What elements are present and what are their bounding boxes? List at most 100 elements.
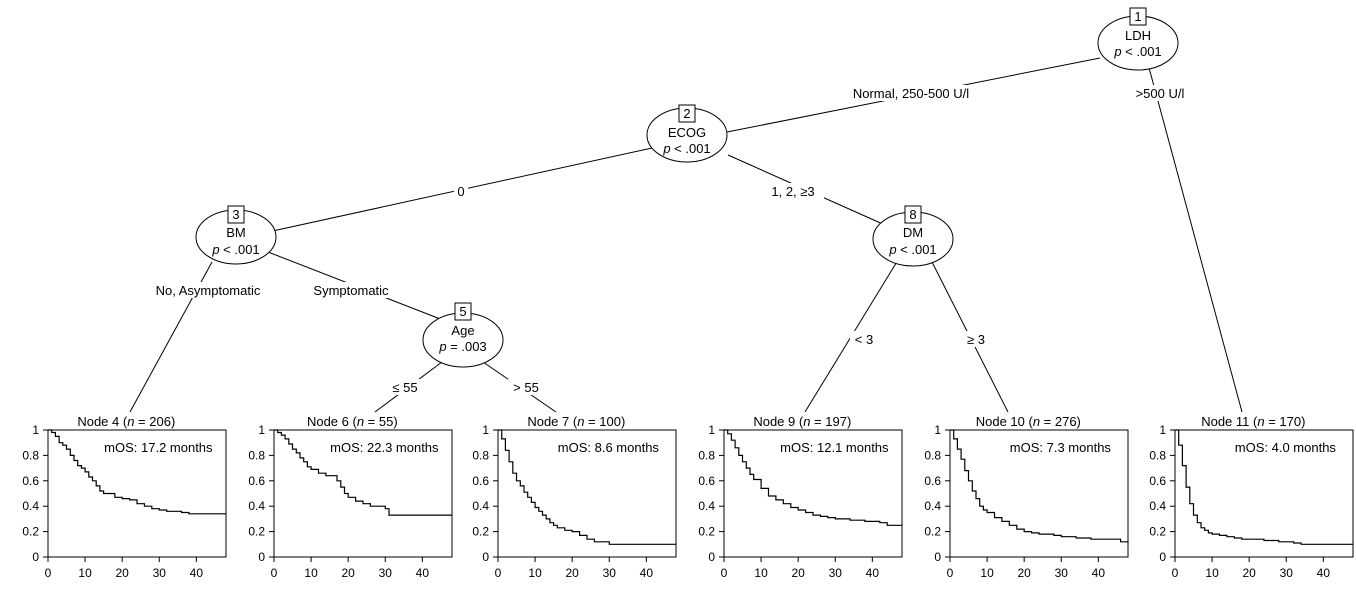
y-tick-label: 0.4 bbox=[1149, 499, 1166, 513]
edge-label-age-le55: ≤ 55 bbox=[392, 380, 417, 395]
x-tick-label: 40 bbox=[640, 566, 654, 580]
edge-label-age-gt55: > 55 bbox=[513, 380, 539, 395]
inner-node-5: 5 Age p = .003 bbox=[422, 302, 504, 368]
y-tick-label: 0 bbox=[482, 550, 489, 564]
median-os-label: mOS: 8.6 months bbox=[558, 440, 660, 455]
y-tick-label: 0 bbox=[1159, 550, 1166, 564]
y-tick-label: 1 bbox=[32, 423, 39, 437]
x-tick-label: 10 bbox=[78, 566, 92, 580]
y-tick-label: 0.8 bbox=[248, 448, 265, 462]
y-tick-label: 0 bbox=[32, 550, 39, 564]
x-tick-label: 30 bbox=[1055, 566, 1069, 580]
x-tick-label: 0 bbox=[1172, 566, 1179, 580]
x-tick-label: 30 bbox=[1280, 566, 1294, 580]
node-variable: ECOG bbox=[668, 125, 706, 140]
y-tick-label: 0.8 bbox=[1149, 448, 1166, 462]
plot-frame bbox=[1174, 429, 1354, 558]
edge-1-11 bbox=[1147, 63, 1243, 413]
node-variable: LDH bbox=[1125, 28, 1151, 43]
edge-label-ldh-normal: Normal, 250-500 U/l bbox=[853, 86, 969, 101]
x-tick-label: 20 bbox=[1017, 566, 1031, 580]
node-variable: BM bbox=[226, 225, 246, 240]
y-tick-label: 0.2 bbox=[22, 525, 39, 539]
km-panel-6: Node 11 (n = 170)00.20.40.60.810 10 20 30 40… bbox=[1149, 413, 1354, 580]
x-tick-label: 0 bbox=[495, 566, 502, 580]
median-os-label: mOS: 4.0 months bbox=[1235, 440, 1337, 455]
terminal-node-title: Node 10 (n = 276) bbox=[976, 414, 1081, 429]
y-tick-label: 0.6 bbox=[22, 474, 39, 488]
node-pvalue: p < .001 bbox=[211, 242, 259, 257]
y-tick-label: 0.8 bbox=[22, 448, 39, 462]
y-tick-label: 0.2 bbox=[472, 525, 489, 539]
x-tick-label: 40 bbox=[1092, 566, 1106, 580]
y-tick-label: 0.6 bbox=[924, 474, 941, 488]
terminal-node-panels: Node 4 (n = 206)00.20.40.60.810 10 20 30 40m… bbox=[22, 413, 1354, 580]
x-tick-label: 0 bbox=[947, 566, 954, 580]
y-tick-label: 0.6 bbox=[248, 474, 265, 488]
plot-frame bbox=[949, 429, 1129, 558]
y-tick-label: 0.8 bbox=[924, 448, 941, 462]
x-tick-label: 20 bbox=[1242, 566, 1256, 580]
y-tick-label: 1 bbox=[934, 423, 941, 437]
terminal-node-title: Node 6 (n = 55) bbox=[307, 414, 398, 429]
x-tick-label: 40 bbox=[190, 566, 204, 580]
terminal-node-title: Node 9 (n = 197) bbox=[753, 414, 851, 429]
y-tick-label: 0.4 bbox=[924, 499, 941, 513]
node-pvalue: p = .003 bbox=[438, 339, 486, 354]
node-id: 8 bbox=[909, 207, 916, 222]
x-tick-label: 40 bbox=[1317, 566, 1331, 580]
x-tick-label: 20 bbox=[565, 566, 579, 580]
edge-label-dm-ge3: ≥ 3 bbox=[967, 332, 985, 347]
edge-label-dm-lt3: < 3 bbox=[855, 332, 873, 347]
x-tick-label: 40 bbox=[416, 566, 430, 580]
km-panel-4: Node 9 (n = 197)00.20.40.60.810 10 20 30 40m… bbox=[698, 413, 903, 580]
x-tick-label: 20 bbox=[115, 566, 129, 580]
y-tick-label: 0.2 bbox=[698, 525, 715, 539]
y-tick-label: 0.4 bbox=[248, 499, 265, 513]
y-tick-label: 0 bbox=[258, 550, 265, 564]
median-os-label: mOS: 17.2 months bbox=[104, 440, 213, 455]
plot-frame bbox=[273, 429, 453, 558]
survival-curve bbox=[724, 429, 902, 526]
km-panel-5: Node 10 (n = 276)00.20.40.60.810 10 20 30 40… bbox=[924, 413, 1129, 580]
inner-node-2: 2 ECOG p < .001 bbox=[646, 104, 728, 163]
node-variable: Age bbox=[451, 323, 474, 338]
y-tick-label: 0.6 bbox=[1149, 474, 1166, 488]
node-pvalue: p < .001 bbox=[1113, 44, 1161, 59]
x-tick-label: 10 bbox=[1205, 566, 1219, 580]
plot-frame bbox=[47, 429, 227, 558]
y-tick-label: 0.2 bbox=[1149, 525, 1166, 539]
plot-frame bbox=[723, 429, 903, 558]
node-pvalue: p < .001 bbox=[888, 242, 936, 257]
edge-label-bm-symptomatic: Symptomatic bbox=[313, 283, 389, 298]
y-tick-label: 0.6 bbox=[698, 474, 715, 488]
x-tick-label: 10 bbox=[304, 566, 318, 580]
edge-labels: Normal, 250-500 U/l >500 U/l 0 1, 2, ≥3 … bbox=[140, 85, 1192, 395]
y-tick-label: 0.4 bbox=[472, 499, 489, 513]
survival-curve bbox=[48, 429, 226, 515]
x-tick-label: 30 bbox=[379, 566, 393, 580]
survival-curve bbox=[1175, 429, 1353, 545]
x-tick-label: 30 bbox=[603, 566, 617, 580]
inner-node-1: 1 LDH p < .001 bbox=[1097, 7, 1179, 71]
terminal-node-title: Node 7 (n = 100) bbox=[527, 414, 625, 429]
edge-label-ldh-high: >500 U/l bbox=[1136, 86, 1185, 101]
y-tick-label: 1 bbox=[1159, 423, 1166, 437]
node-variable: DM bbox=[903, 225, 923, 240]
y-tick-label: 0.4 bbox=[698, 499, 715, 513]
node-id: 2 bbox=[683, 106, 690, 121]
km-panel-3: Node 7 (n = 100)00.20.40.60.810 10 20 30 40m… bbox=[472, 413, 677, 580]
y-tick-label: 0 bbox=[708, 550, 715, 564]
edge-label-ecog-0: 0 bbox=[457, 184, 464, 199]
inner-node-8: 8 DM p < .001 bbox=[872, 205, 954, 267]
median-os-label: mOS: 7.3 months bbox=[1010, 440, 1112, 455]
edge-label-ecog-123: 1, 2, ≥3 bbox=[771, 184, 814, 199]
y-tick-label: 0 bbox=[934, 550, 941, 564]
y-tick-label: 0.2 bbox=[248, 525, 265, 539]
y-tick-label: 0.8 bbox=[698, 448, 715, 462]
x-tick-label: 10 bbox=[980, 566, 994, 580]
x-tick-label: 40 bbox=[866, 566, 880, 580]
km-panel-1: Node 4 (n = 206)00.20.40.60.810 10 20 30 40m… bbox=[22, 413, 227, 580]
terminal-node-title: Node 11 (n = 170) bbox=[1201, 414, 1305, 429]
terminal-node-title: Node 4 (n = 206) bbox=[77, 414, 175, 429]
